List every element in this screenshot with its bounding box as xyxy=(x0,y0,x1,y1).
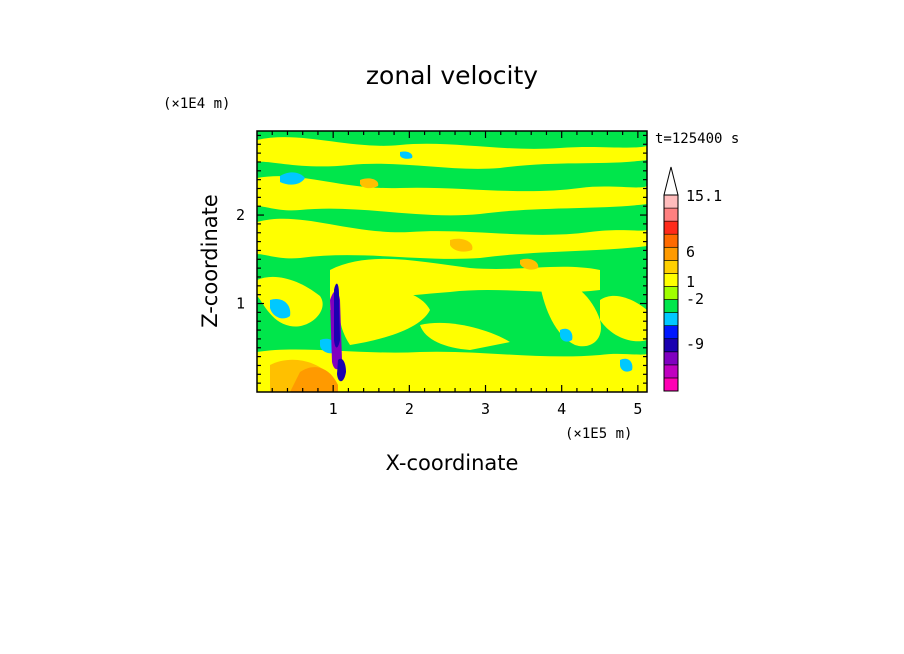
colorbar-level xyxy=(663,207,679,222)
contour-band xyxy=(334,283,340,348)
colorbar-level xyxy=(663,246,679,261)
contour-band xyxy=(280,172,305,185)
contour-band xyxy=(257,218,647,259)
x-tick-label: 1 xyxy=(329,400,338,418)
x-ticks: 1 2 3 4 5 xyxy=(271,131,642,418)
colorbar-level xyxy=(663,233,679,248)
contour-band xyxy=(339,289,430,345)
y-tick-label: 1 xyxy=(236,295,245,313)
colorbar-level xyxy=(663,286,679,300)
x-unit-label: (×1E5 m) xyxy=(565,426,632,442)
y-unit-label: (×1E4 m) xyxy=(163,96,230,112)
contour-band xyxy=(270,298,291,319)
colorbar-level xyxy=(663,351,679,366)
colorbar-label: 1 xyxy=(686,273,695,291)
colorbar-level xyxy=(663,273,679,287)
y-tick-label: 2 xyxy=(236,206,245,224)
contour-band xyxy=(360,178,379,189)
y-ticks: 12 xyxy=(236,134,647,384)
colorbar-label: -2 xyxy=(686,290,704,308)
time-label: t=125400 s xyxy=(655,131,739,147)
x-tick-label: 2 xyxy=(405,400,414,418)
colorbar: 15.1 6 1-2 -9 xyxy=(663,166,722,392)
contour-band xyxy=(620,358,633,372)
contour-band xyxy=(600,295,647,342)
colorbar-level xyxy=(663,220,679,235)
contour-band xyxy=(330,258,600,310)
colorbar-label: 15.1 xyxy=(686,187,722,205)
contour-band xyxy=(257,176,647,216)
contour-band xyxy=(257,349,647,392)
colorbar-extend-cap xyxy=(663,166,679,196)
contour-band xyxy=(450,238,473,252)
colorbar-level xyxy=(663,299,679,313)
colorbar-label: 6 xyxy=(686,243,695,261)
y-axis-title: Z-coordinate xyxy=(198,194,222,328)
colorbar-level xyxy=(663,325,679,340)
contour-band xyxy=(540,279,601,347)
colorbar-level xyxy=(663,194,679,209)
colorbar-frame xyxy=(663,194,679,392)
contour-field xyxy=(257,131,647,392)
contour-band xyxy=(257,137,647,169)
chart-title: zonal velocity xyxy=(366,61,538,90)
contour-band xyxy=(337,358,346,382)
contour-band xyxy=(400,151,413,159)
colorbar-level xyxy=(663,364,679,379)
colorbar-level xyxy=(663,312,679,326)
contour-band xyxy=(290,367,338,392)
x-tick-label: 5 xyxy=(633,400,642,418)
contour-bands xyxy=(257,137,647,392)
contour-band xyxy=(420,322,510,350)
contour-band xyxy=(560,328,573,342)
plot-frame xyxy=(256,130,648,393)
colorbar-label: -9 xyxy=(686,335,704,353)
x-tick-label: 3 xyxy=(481,400,490,418)
colorbar-level xyxy=(663,260,679,274)
colorbar-level xyxy=(663,377,679,392)
x-tick-label: 4 xyxy=(557,400,566,418)
colorbar-level xyxy=(663,338,679,353)
x-axis-title: X-coordinate xyxy=(386,451,519,475)
contour-band xyxy=(520,258,539,270)
